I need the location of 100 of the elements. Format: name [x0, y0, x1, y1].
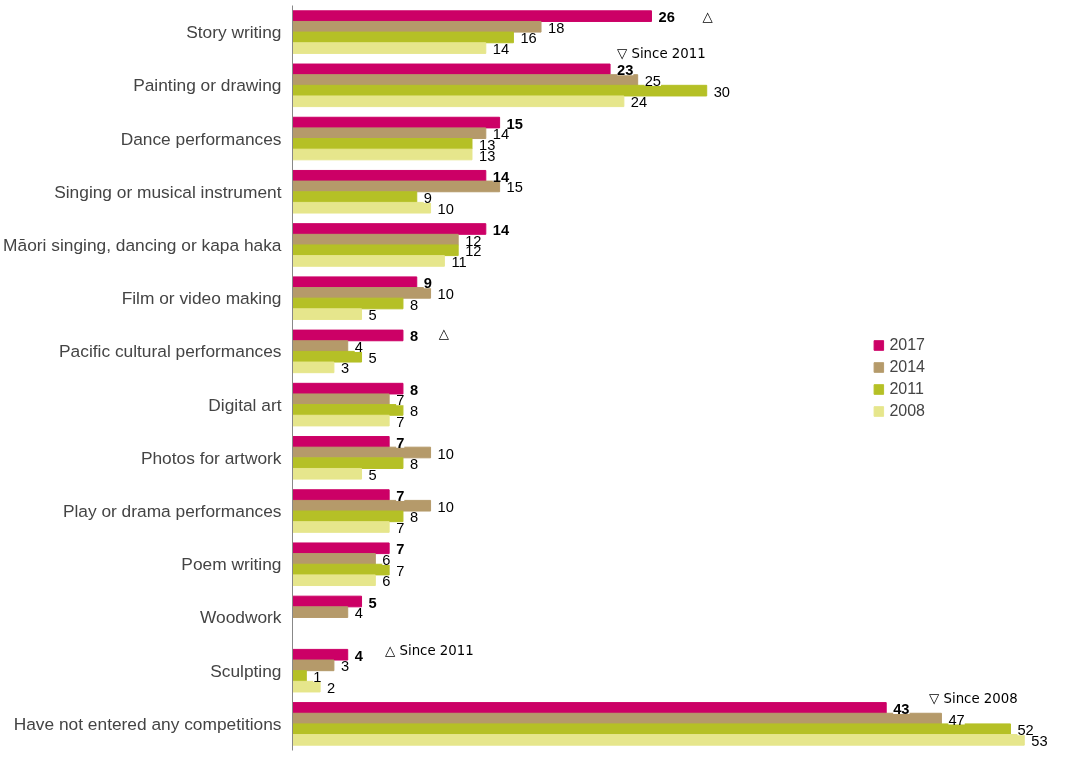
data-label: 7	[396, 413, 405, 430]
data-label: 4	[354, 605, 363, 622]
data-label: 7	[396, 541, 405, 558]
y-tick-label: Māori singing, dancing or kapa haka	[3, 234, 282, 255]
bar	[292, 10, 652, 22]
bar	[292, 350, 363, 363]
bar	[292, 329, 404, 342]
bar	[292, 574, 376, 587]
data-label: 47	[948, 711, 965, 728]
annotation: △	[438, 326, 450, 342]
data-label: 6	[382, 551, 391, 568]
y-tick-label: Singing or musical instrument	[54, 181, 282, 202]
y-tick-label: Film or video making	[121, 288, 282, 309]
annotation: ▽ Since 2008	[929, 690, 1018, 706]
y-tick-label: Painting or drawing	[133, 75, 282, 96]
bar	[292, 244, 459, 257]
bar	[292, 457, 404, 469]
data-label: 3	[340, 658, 350, 675]
bar	[292, 287, 432, 299]
bar	[292, 223, 487, 235]
bar	[292, 436, 390, 448]
bar	[292, 63, 611, 76]
data-label: 6	[382, 573, 391, 590]
data-label: 43	[893, 700, 910, 717]
bar	[292, 308, 363, 320]
data-label: 9	[423, 190, 432, 207]
data-label: 5	[368, 349, 377, 366]
bar	[292, 553, 376, 565]
bar	[292, 723, 1011, 736]
bar	[292, 148, 473, 161]
data-label: 5	[368, 594, 377, 611]
bar	[292, 393, 390, 406]
data-label: 10	[437, 200, 454, 217]
bar	[292, 670, 307, 682]
data-label: 8	[409, 381, 419, 398]
data-label: 7	[396, 488, 405, 505]
bar	[292, 180, 501, 193]
bar	[292, 489, 390, 501]
data-label: 2	[327, 679, 336, 696]
bar	[292, 702, 887, 714]
y-tick-label: Photos for artwork	[140, 447, 282, 468]
data-label: 5	[368, 307, 377, 324]
bar	[292, 734, 1025, 746]
y-tick-label: Woodwork	[199, 607, 282, 628]
y-tick-label: Story writing	[186, 22, 282, 43]
data-label: 18	[548, 19, 565, 36]
data-label: 10	[437, 498, 454, 515]
data-label: 7	[396, 520, 405, 536]
data-label: 25	[644, 73, 661, 89]
data-label: 10	[437, 285, 454, 302]
data-label: 24	[630, 94, 648, 111]
bar	[292, 361, 335, 374]
data-label: 26	[658, 9, 675, 26]
legend-label: 2014	[889, 357, 925, 376]
data-label: 8	[409, 328, 419, 345]
data-label: 53	[1031, 732, 1048, 749]
bar	[292, 414, 390, 427]
y-tick-label: Digital art	[208, 394, 282, 415]
data-label: 4	[354, 647, 364, 664]
data-label: 7	[396, 434, 405, 451]
y-tick-label: Sculpting	[210, 660, 282, 681]
bar	[292, 404, 404, 416]
y-tick-label: Play or drama performances	[62, 501, 282, 522]
data-label: 8	[409, 456, 419, 473]
bar	[292, 510, 404, 523]
bar	[292, 191, 418, 203]
data-label: 16	[520, 30, 537, 47]
bar	[292, 201, 432, 214]
legend-label: 2017	[889, 335, 925, 354]
bar	[292, 340, 349, 352]
bar	[292, 138, 473, 150]
data-label: 10	[437, 445, 454, 462]
annotation: ▽ Since 2011	[616, 46, 706, 62]
data-label: 9	[423, 275, 432, 292]
bar	[292, 542, 390, 555]
data-label: 14	[492, 222, 510, 238]
bar	[292, 42, 487, 54]
bar	[292, 467, 363, 480]
data-label: 23	[617, 62, 634, 79]
bar	[292, 255, 445, 267]
bar	[292, 276, 418, 289]
bar	[292, 521, 390, 533]
legend-label: 2011	[889, 379, 924, 398]
data-label: 5	[368, 466, 377, 483]
data-label: 8	[409, 402, 419, 419]
data-label: 3	[340, 360, 350, 377]
bar	[292, 95, 625, 108]
data-label: 11	[451, 253, 467, 270]
data-label: 8	[409, 509, 419, 526]
y-tick-label: Pacific cultural performances	[59, 341, 282, 362]
data-label: 14	[492, 41, 510, 58]
annotation: △ Since 2011	[385, 643, 474, 659]
bar	[292, 606, 349, 618]
data-label: 30	[713, 83, 731, 100]
bar	[292, 74, 639, 86]
y-tick-label: Dance performances	[120, 128, 282, 149]
y-tick-label: Have not entered any competitions	[13, 713, 282, 734]
data-label: 7	[396, 562, 405, 579]
data-label: 4	[354, 339, 363, 356]
data-label: 7	[396, 392, 405, 409]
